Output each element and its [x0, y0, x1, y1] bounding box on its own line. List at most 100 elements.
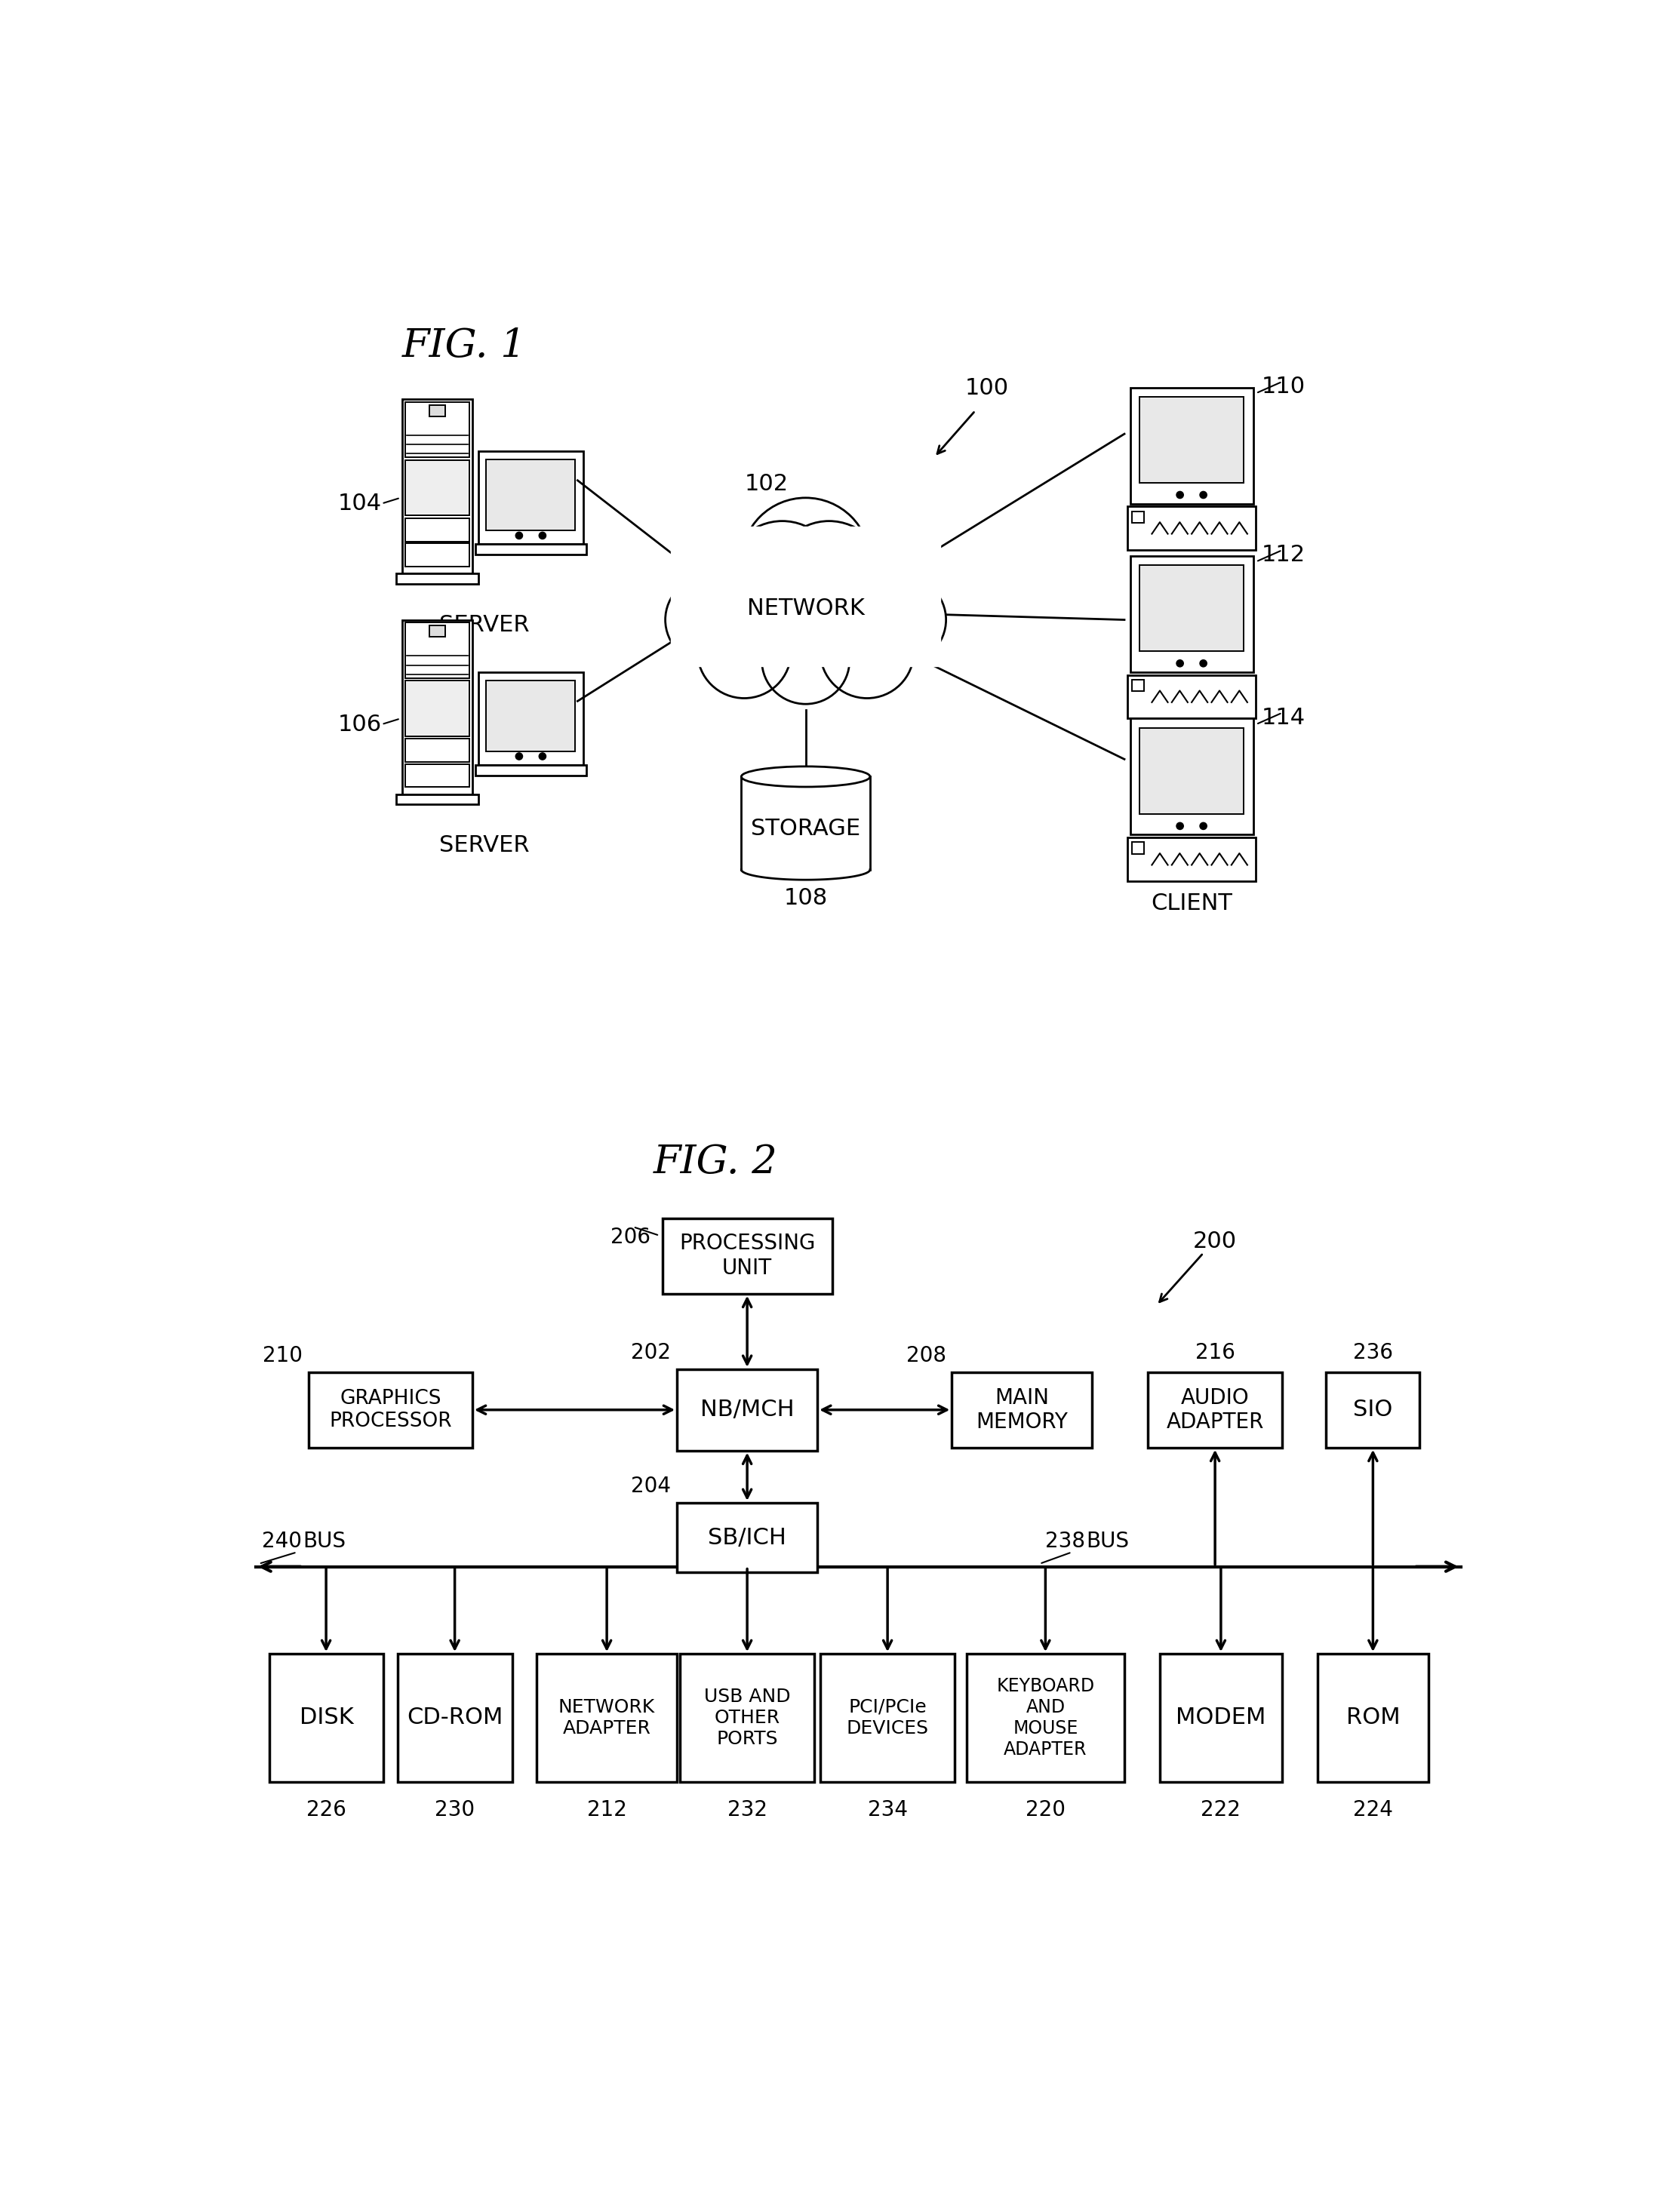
Bar	[487, 460, 576, 531]
Text: SIO: SIO	[1353, 1398, 1392, 1420]
Text: 226: 226	[306, 1798, 346, 1820]
Text: 220: 220	[1026, 1798, 1066, 1820]
Text: 204: 204	[631, 1475, 671, 1498]
Circle shape	[1200, 659, 1206, 666]
Text: 108: 108	[783, 887, 828, 909]
Text: 114: 114	[1261, 708, 1305, 728]
Bar	[952, 1371, 1092, 1447]
Circle shape	[823, 529, 922, 628]
Text: CLIENT: CLIENT	[1151, 894, 1233, 916]
Bar	[405, 763, 470, 787]
Bar	[1128, 838, 1256, 880]
Text: 202: 202	[631, 1343, 671, 1363]
Text: 106: 106	[338, 714, 381, 734]
Text: USB AND
OTHER
PORTS: USB AND OTHER PORTS	[704, 1688, 790, 1747]
Text: SERVER: SERVER	[438, 834, 529, 856]
Bar	[269, 1655, 383, 1781]
Circle shape	[820, 606, 913, 699]
Bar	[405, 544, 470, 566]
Text: 200: 200	[1193, 1230, 1236, 1252]
Text: 102: 102	[744, 473, 788, 495]
Bar	[1133, 843, 1144, 854]
Bar	[397, 573, 478, 584]
Bar	[1139, 566, 1243, 650]
Circle shape	[1176, 491, 1183, 498]
Text: FIG. 1: FIG. 1	[402, 327, 527, 365]
Text: NETWORK: NETWORK	[746, 597, 865, 619]
Text: 212: 212	[587, 1798, 627, 1820]
Text: 222: 222	[1201, 1798, 1241, 1820]
Text: 112: 112	[1261, 544, 1305, 566]
Text: NB/MCH: NB/MCH	[699, 1398, 795, 1420]
Text: CLIENT: CLIENT	[1151, 562, 1233, 584]
Bar	[679, 1655, 815, 1781]
Circle shape	[1176, 823, 1183, 830]
Bar	[1131, 719, 1253, 834]
Text: 224: 224	[1353, 1798, 1394, 1820]
Circle shape	[539, 752, 545, 759]
Bar	[308, 1371, 472, 1447]
Bar	[475, 544, 586, 555]
Text: GRAPHICS
PROCESSOR: GRAPHICS PROCESSOR	[330, 1389, 452, 1431]
Circle shape	[741, 498, 870, 626]
Text: 238: 238	[1046, 1531, 1086, 1553]
Text: BUS: BUS	[303, 1531, 346, 1553]
Circle shape	[773, 522, 885, 630]
Circle shape	[666, 577, 753, 664]
Bar	[1131, 555, 1253, 672]
Text: 100: 100	[965, 378, 1009, 398]
Bar	[478, 672, 584, 765]
Bar	[967, 1655, 1124, 1781]
Text: 110: 110	[1261, 376, 1305, 398]
Bar	[1148, 1371, 1282, 1447]
Circle shape	[515, 533, 522, 540]
Bar	[428, 626, 445, 637]
Bar	[397, 794, 478, 805]
Bar	[820, 1655, 955, 1781]
Circle shape	[698, 606, 791, 699]
Circle shape	[761, 617, 850, 703]
Bar	[1128, 507, 1256, 551]
Bar	[405, 739, 470, 763]
Bar	[487, 681, 576, 752]
Bar	[428, 405, 445, 416]
Bar	[405, 460, 470, 515]
Bar	[678, 1369, 818, 1451]
Circle shape	[726, 522, 838, 630]
Bar	[405, 624, 470, 677]
Circle shape	[1200, 823, 1206, 830]
Text: PCI/PCIe
DEVICES: PCI/PCIe DEVICES	[847, 1699, 929, 1736]
Text: 230: 230	[435, 1798, 475, 1820]
Bar	[1128, 675, 1256, 719]
Text: 234: 234	[868, 1798, 907, 1820]
Text: 208: 208	[907, 1345, 945, 1367]
Bar	[402, 619, 472, 794]
Circle shape	[858, 577, 945, 664]
Text: 232: 232	[728, 1798, 768, 1820]
Bar	[1133, 511, 1144, 522]
Bar	[1131, 387, 1253, 504]
Text: FIG. 2: FIG. 2	[654, 1144, 778, 1181]
Text: SERVER: SERVER	[438, 615, 529, 635]
Circle shape	[1176, 659, 1183, 666]
Bar	[1139, 396, 1243, 482]
Bar	[537, 1655, 678, 1781]
Bar	[402, 398, 472, 573]
Text: AUDIO
ADAPTER: AUDIO ADAPTER	[1166, 1387, 1263, 1433]
Bar	[678, 1502, 818, 1573]
Text: MAIN
MEMORY: MAIN MEMORY	[975, 1387, 1067, 1433]
Circle shape	[689, 529, 788, 628]
Text: 210: 210	[263, 1345, 303, 1367]
Circle shape	[539, 533, 545, 540]
Circle shape	[1200, 491, 1206, 498]
Bar	[405, 403, 470, 458]
Bar	[741, 776, 870, 869]
Text: CD-ROM: CD-ROM	[407, 1708, 504, 1728]
Text: PROCESSING
UNIT: PROCESSING UNIT	[679, 1232, 815, 1279]
Bar	[663, 1219, 831, 1294]
Text: ROM: ROM	[1345, 1708, 1400, 1728]
Circle shape	[515, 752, 522, 759]
Text: MODEM: MODEM	[1176, 1708, 1266, 1728]
Text: NETWORK
ADAPTER: NETWORK ADAPTER	[559, 1699, 656, 1736]
Text: KEYBOARD
AND
MOUSE
ADAPTER: KEYBOARD AND MOUSE ADAPTER	[997, 1677, 1094, 1759]
